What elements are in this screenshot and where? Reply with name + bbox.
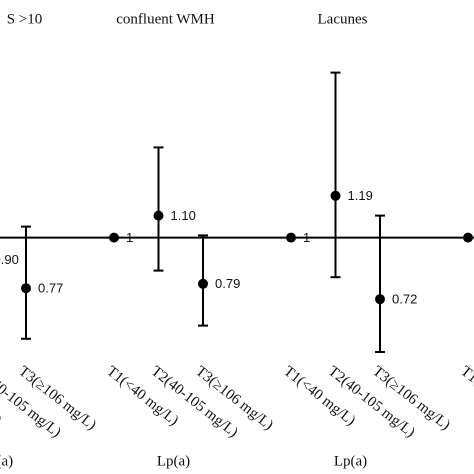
point: [286, 232, 296, 243]
point: [330, 190, 341, 201]
value-label: 0.90: [0, 252, 19, 267]
value-label: 1.19: [348, 188, 373, 203]
group-title: Lacunes: [318, 11, 368, 27]
point: [109, 232, 119, 243]
x-axis-label: Lp(a): [0, 453, 13, 469]
group-title: S >10: [7, 11, 43, 27]
value-label: 0.79: [215, 276, 240, 291]
value-label: 1.10: [171, 208, 196, 223]
point: [153, 210, 164, 221]
point: [198, 278, 208, 289]
value-label: 0.77: [38, 281, 63, 296]
group-title: confluent WMH: [116, 11, 215, 27]
point: [463, 232, 473, 243]
point: [21, 283, 31, 294]
x-tick-label: T1(<40 mg/L): [457, 363, 474, 429]
value-label: 1: [303, 230, 310, 245]
value-label: 1: [126, 230, 133, 245]
x-axis-label: Lp(a): [334, 453, 367, 469]
x-axis-label: Lp(a): [157, 453, 190, 469]
point: [375, 294, 385, 305]
value-label: 0.72: [392, 292, 417, 307]
